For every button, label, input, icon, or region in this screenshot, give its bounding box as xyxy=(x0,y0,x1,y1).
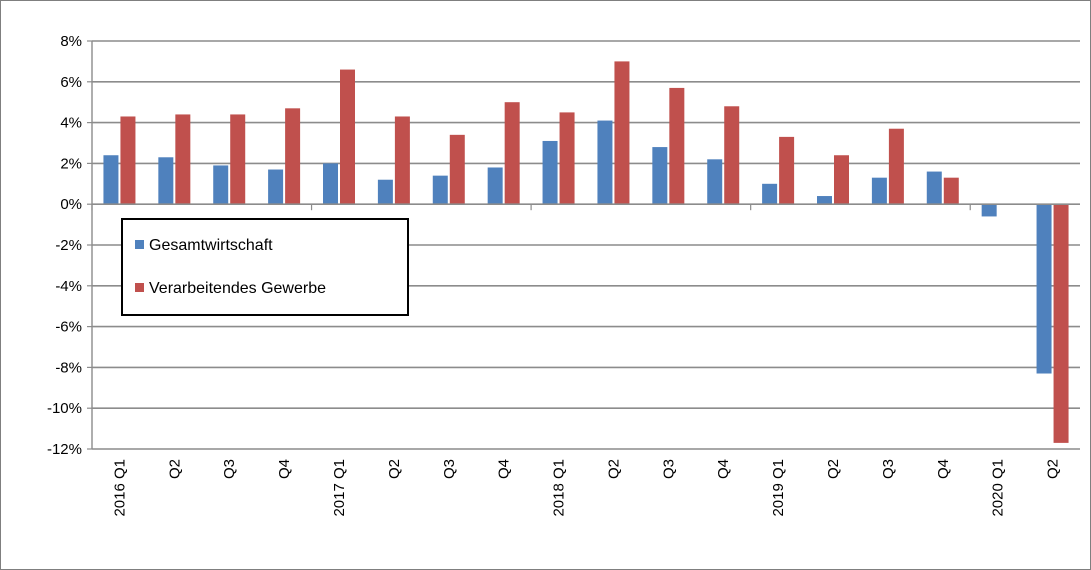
x-tick-label: Q3 xyxy=(221,459,238,479)
x-tick-label: Q4 xyxy=(496,459,513,479)
bar xyxy=(487,167,503,205)
bar xyxy=(943,177,959,205)
bar xyxy=(340,69,355,205)
bar xyxy=(1036,204,1052,374)
x-tick-label: Q2 xyxy=(605,459,622,479)
bar xyxy=(377,179,393,205)
x-tick-label: 2016 Q1 xyxy=(111,459,128,517)
bar xyxy=(1053,204,1069,443)
bar xyxy=(449,134,465,205)
x-tick-label: Q4 xyxy=(935,459,952,479)
x-tick-label: Q2 xyxy=(386,459,403,479)
legend-box xyxy=(121,218,409,316)
x-tick-label: Q4 xyxy=(715,459,732,479)
bar xyxy=(504,102,520,205)
axes xyxy=(87,40,1080,450)
y-tick-label: 0% xyxy=(60,196,82,213)
bar xyxy=(652,147,668,205)
gridlines xyxy=(92,40,1080,450)
x-tick-label: 2019 Q1 xyxy=(770,459,787,517)
bar xyxy=(817,196,832,205)
legend-swatch xyxy=(135,240,144,249)
bar xyxy=(285,108,301,205)
legend-swatch xyxy=(135,283,144,292)
x-tick-label: Q4 xyxy=(276,459,293,479)
bar xyxy=(175,114,191,205)
x-tick-label: Q2 xyxy=(825,459,842,479)
bar xyxy=(213,165,229,205)
y-tick-label: -12% xyxy=(47,441,82,458)
x-tick-label: 2020 Q1 xyxy=(990,459,1007,517)
x-tick-label: 2017 Q1 xyxy=(331,459,348,517)
bar xyxy=(323,163,338,205)
bar xyxy=(724,106,740,205)
bar xyxy=(432,175,448,205)
bar xyxy=(871,177,887,205)
y-tick-label: 8% xyxy=(60,33,82,50)
bar xyxy=(707,159,723,205)
bar xyxy=(268,169,284,205)
bar xyxy=(158,157,174,205)
bar xyxy=(597,120,613,205)
x-tick-label: 2018 Q1 xyxy=(551,459,568,517)
x-tick-label: Q3 xyxy=(441,459,458,479)
tick-labels: 8% 6% 4% 2% 0% -2% -4% -6% -8% -10% -12% 2016 Q1 Q2 Q… xyxy=(47,33,1062,517)
bar xyxy=(230,114,246,205)
x-tick-label: Q2 xyxy=(166,459,183,479)
x-tick-label: Q2 xyxy=(1045,459,1062,479)
bar xyxy=(779,136,795,205)
bar xyxy=(981,204,997,217)
bar xyxy=(762,183,778,205)
legend: Gesamtwirtschaft Verarbeitendes Gewerbe xyxy=(121,218,409,316)
bar xyxy=(559,112,575,205)
legend-label: Gesamtwirtschaft xyxy=(149,237,273,254)
bar xyxy=(888,128,904,205)
bar xyxy=(542,140,558,205)
y-tick-label: 2% xyxy=(60,155,82,172)
y-tick-label: 6% xyxy=(60,74,82,91)
bar xyxy=(834,155,849,205)
bar xyxy=(103,155,119,205)
y-tick-label: -6% xyxy=(55,319,82,336)
y-tick-label: -10% xyxy=(47,400,82,417)
y-tick-label: 4% xyxy=(60,115,82,132)
legend-label: Verarbeitendes Gewerbe xyxy=(149,280,326,297)
y-tick-label: -2% xyxy=(55,237,82,254)
y-tick-label: -4% xyxy=(55,278,82,295)
bars xyxy=(103,61,1069,443)
bar xyxy=(669,87,685,205)
bar xyxy=(926,171,942,205)
bar xyxy=(120,116,136,205)
bar xyxy=(614,61,630,205)
bar xyxy=(394,116,410,205)
x-tick-label: Q3 xyxy=(660,459,677,479)
y-tick-label: -8% xyxy=(55,359,82,376)
x-tick-label: Q3 xyxy=(880,459,897,479)
